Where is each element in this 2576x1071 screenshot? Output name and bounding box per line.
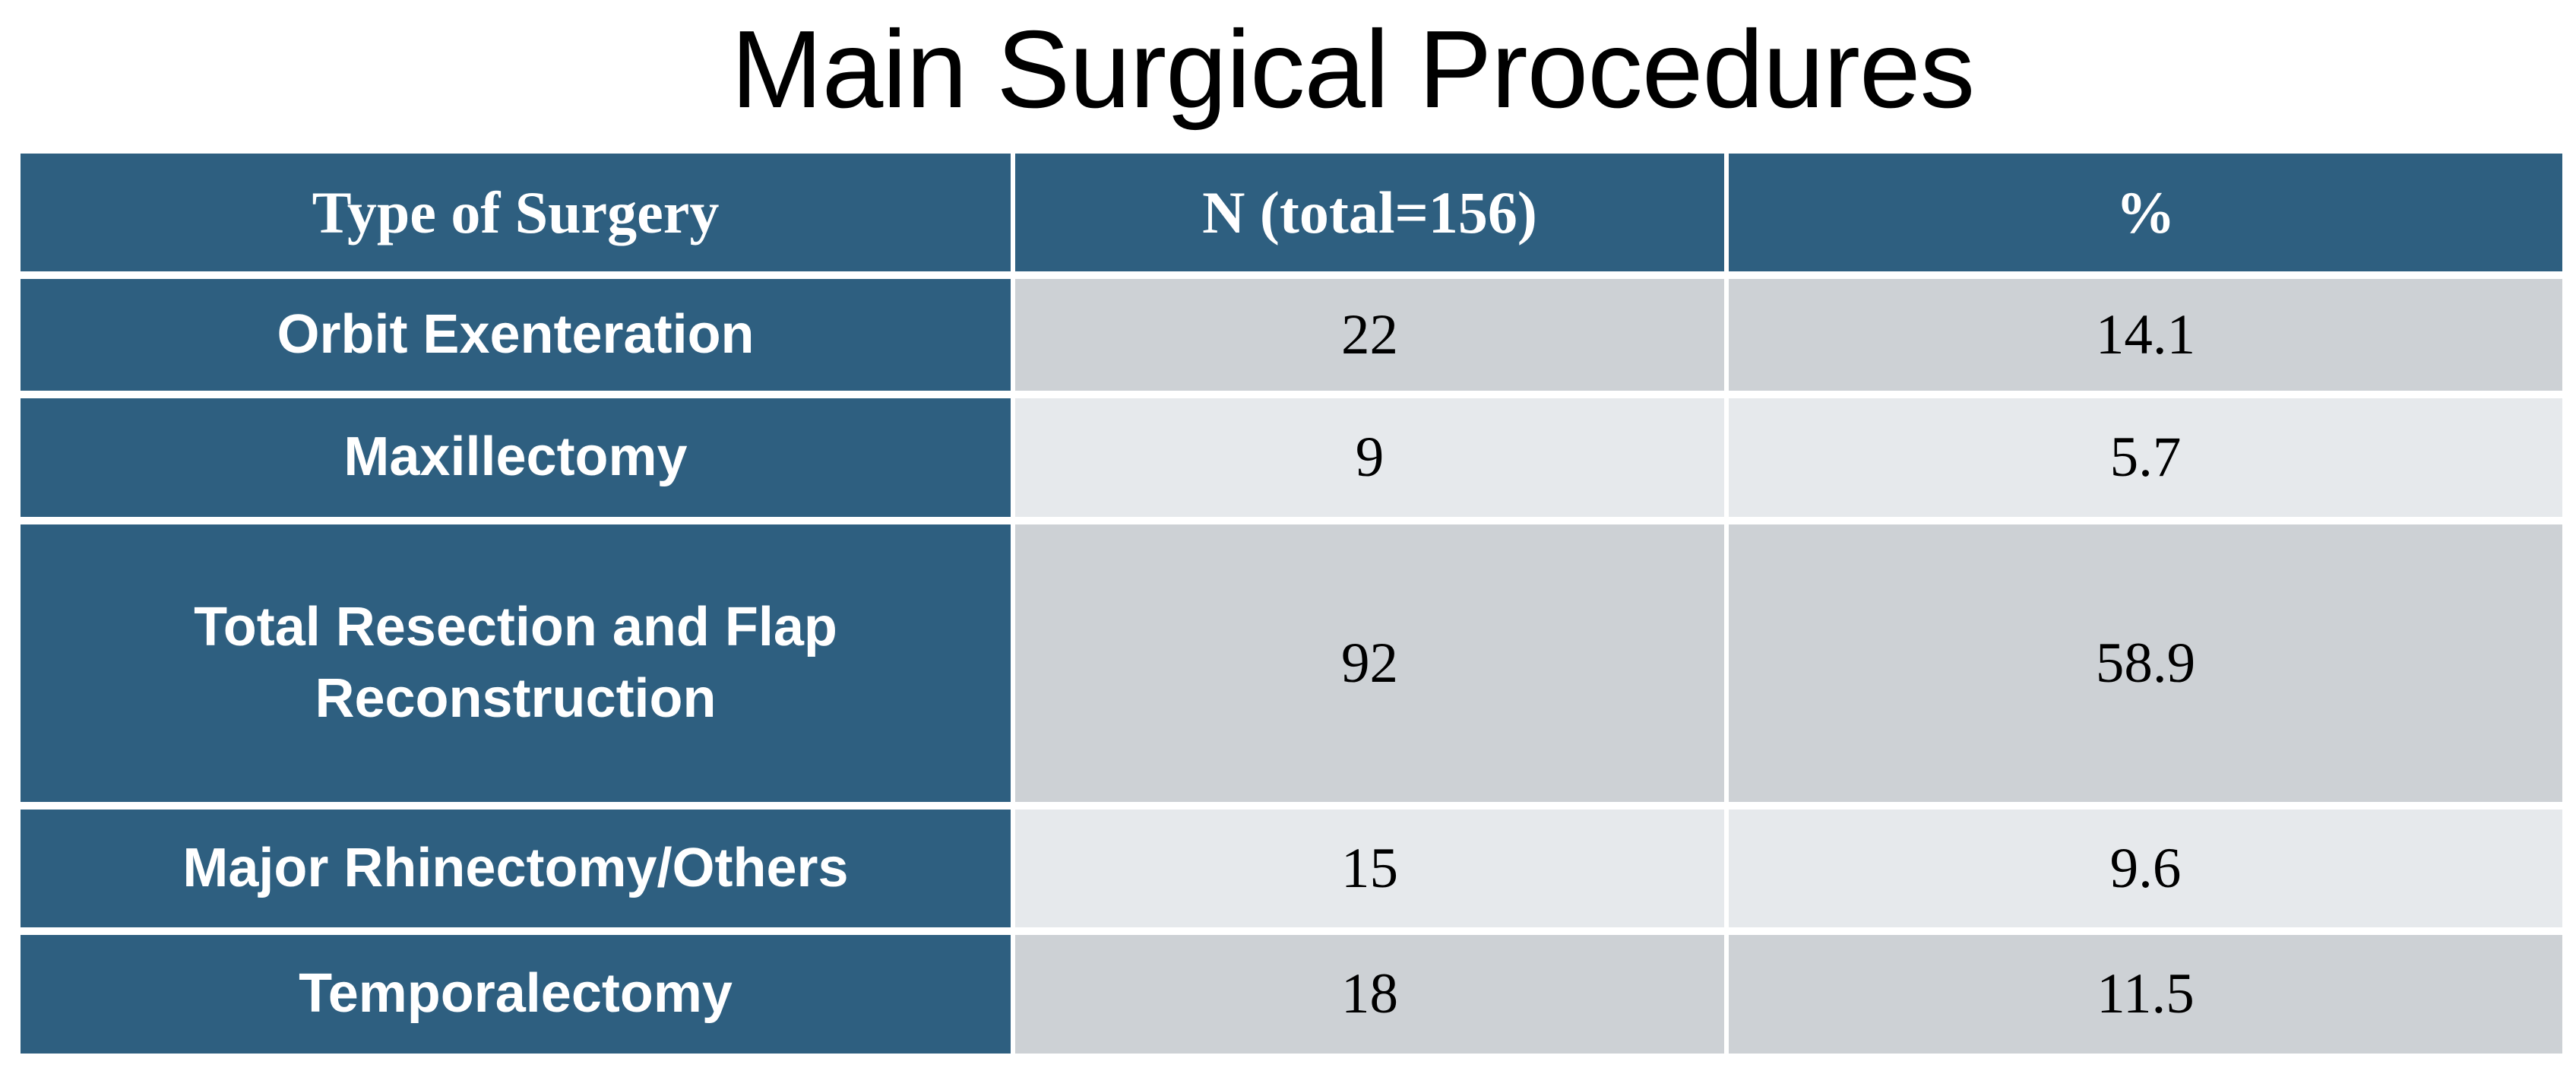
- cell-n-orbit-exenteration: 22: [1015, 279, 1724, 391]
- cell-pct-major-rhinectomy-others: 9.6: [1729, 810, 2562, 927]
- cell-pct-temporalectomy: 11.5: [1729, 935, 2562, 1054]
- column-header-percent: %: [1729, 154, 2562, 271]
- table-row-temporalectomy: Temporalectomy 18 11.5: [21, 935, 2562, 1054]
- cell-n-major-rhinectomy-others: 15: [1015, 810, 1724, 927]
- row-label-maxillectomy: Maxillectomy: [21, 398, 1011, 517]
- cell-pct-total-resection-flap-reconstruction: 58.9: [1729, 524, 2562, 802]
- table-row-major-rhinectomy-others: Major Rhinectomy/Others 15 9.6: [21, 810, 2562, 927]
- cell-pct-orbit-exenteration: 14.1: [1729, 279, 2562, 391]
- row-label-major-rhinectomy-others: Major Rhinectomy/Others: [21, 810, 1011, 927]
- column-header-type-of-surgery: Type of Surgery: [21, 154, 1011, 271]
- row-label-total-resection-flap-reconstruction: Total Resection and Flap Reconstruction: [21, 524, 1011, 802]
- page-title: Main Surgical Procedures: [730, 8, 1975, 131]
- surgical-procedures-table: Type of Surgery N (total=156) % Orbit Ex…: [16, 146, 2567, 1061]
- table-row-total-resection-flap-reconstruction: Total Resection and Flap Reconstruction …: [21, 524, 2562, 802]
- table-header-row: Type of Surgery N (total=156) %: [21, 154, 2562, 271]
- table-row-orbit-exenteration: Orbit Exenteration 22 14.1: [21, 279, 2562, 391]
- row-label-orbit-exenteration: Orbit Exenteration: [21, 279, 1011, 391]
- row-label-temporalectomy: Temporalectomy: [21, 935, 1011, 1054]
- cell-n-total-resection-flap-reconstruction: 92: [1015, 524, 1724, 802]
- cell-pct-maxillectomy: 5.7: [1729, 398, 2562, 517]
- column-header-n-total: N (total=156): [1015, 154, 1724, 271]
- cell-n-maxillectomy: 9: [1015, 398, 1724, 517]
- cell-n-temporalectomy: 18: [1015, 935, 1724, 1054]
- table-row-maxillectomy: Maxillectomy 9 5.7: [21, 398, 2562, 517]
